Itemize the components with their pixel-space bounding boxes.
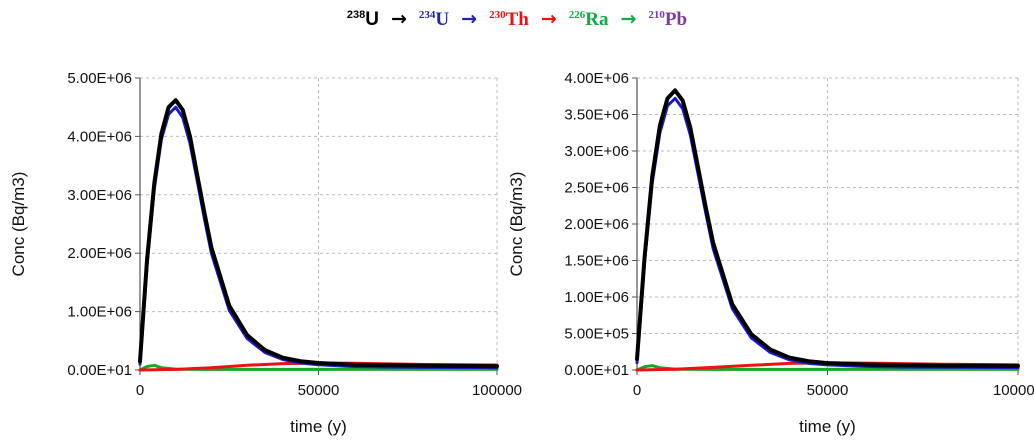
y-axis-title: Conc (Bq/m3) [9, 172, 28, 277]
y-tick-label: 0.00E+01 [564, 362, 629, 379]
chart-left-group: 0.00E+01 1.00E+06 2.00E+06 3.00E+06 4.00E+06… [9, 70, 522, 436]
element-symbol: U [365, 9, 379, 30]
mass-number: 234 [418, 9, 436, 21]
x-tick-label: 50000 [807, 382, 849, 399]
y-tick-label: 3.00E+06 [67, 187, 132, 204]
x-tick-label: 0 [633, 382, 641, 399]
y-tick-label: 1.00E+06 [67, 304, 132, 321]
mass-number: 210 [648, 9, 665, 21]
y-tick-label: 1.50E+06 [564, 253, 629, 270]
y-tick-label: 3.50E+06 [564, 107, 629, 124]
x-axis-title: time (y) [290, 417, 347, 436]
chart-right-group: 0.00E+01 5.00E+05 1.00E+06 1.50E+06 2.00E+06… [507, 70, 1034, 436]
nuclide-th-230: 230Th [489, 9, 529, 30]
y-tick-label: 4.00E+06 [564, 70, 629, 87]
y-tick-label: 2.00E+06 [67, 245, 132, 262]
y-tick-label: 2.00E+06 [564, 216, 629, 233]
nuclide-u-238: 238U [347, 9, 379, 30]
series-line-0 [138, 98, 499, 369]
y-tick-label: 4.00E+06 [67, 128, 132, 145]
arrow-right-icon: → [391, 8, 407, 30]
element-symbol: Pb [664, 9, 688, 30]
nuclide-ra-226: 226Ra [569, 9, 609, 30]
nuclide-pb-210: 210Pb [648, 9, 687, 30]
y-axis-title: Conc (Bq/m3) [507, 172, 526, 277]
element-symbol: Ra [585, 9, 609, 30]
mass-number: 230 [489, 9, 506, 21]
arrow-right-icon: → [540, 8, 557, 30]
y-tick-label: 0.00E+01 [67, 362, 132, 379]
y-tick-label: 2.50E+06 [564, 180, 629, 197]
decay-chain-title: 238U → 234U → 230Th → 226Ra → 210Pb [0, 8, 1034, 34]
element-symbol: U [435, 9, 450, 30]
arrow-right-icon: → [620, 8, 637, 30]
y-tick-label: 5.00E+05 [564, 326, 629, 343]
mass-number: 226 [568, 9, 586, 21]
mass-number: 238 [346, 9, 366, 21]
x-tick-label: 100000 [993, 382, 1034, 399]
y-tick-label: 3.00E+06 [564, 143, 629, 160]
nuclide-u-234: 234U [419, 9, 449, 30]
arrow-right-icon: → [461, 8, 478, 30]
y-tick-label: 1.00E+06 [564, 289, 629, 306]
x-axis-title: time (y) [799, 417, 856, 436]
element-symbol: Th [505, 9, 529, 30]
series-line-0 [635, 88, 1020, 368]
x-tick-label: 50000 [298, 382, 340, 399]
x-tick-label: 100000 [472, 382, 522, 399]
x-tick-label: 0 [136, 382, 144, 399]
y-tick-label: 5.00E+06 [67, 70, 132, 87]
